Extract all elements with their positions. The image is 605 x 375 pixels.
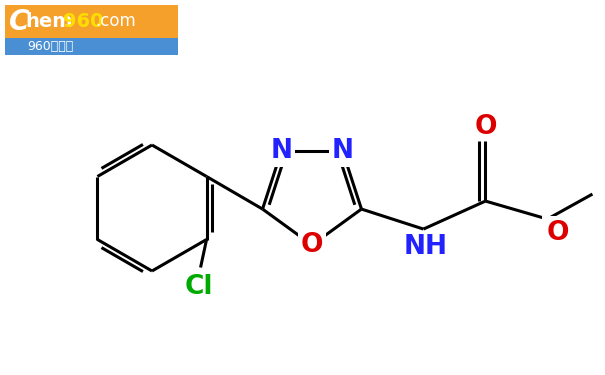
FancyBboxPatch shape (5, 5, 178, 38)
Text: C: C (9, 8, 30, 36)
Text: O: O (474, 114, 497, 140)
Text: NH: NH (404, 234, 448, 260)
Text: O: O (301, 232, 323, 258)
Text: N: N (270, 138, 292, 164)
FancyBboxPatch shape (5, 38, 178, 55)
Text: N: N (332, 138, 353, 164)
Text: O: O (546, 220, 569, 246)
Text: Cl: Cl (185, 274, 213, 300)
Text: 960: 960 (63, 12, 103, 31)
Text: .com: .com (95, 12, 136, 30)
Text: hem: hem (25, 12, 73, 31)
Text: 960化工网: 960化工网 (27, 40, 73, 53)
